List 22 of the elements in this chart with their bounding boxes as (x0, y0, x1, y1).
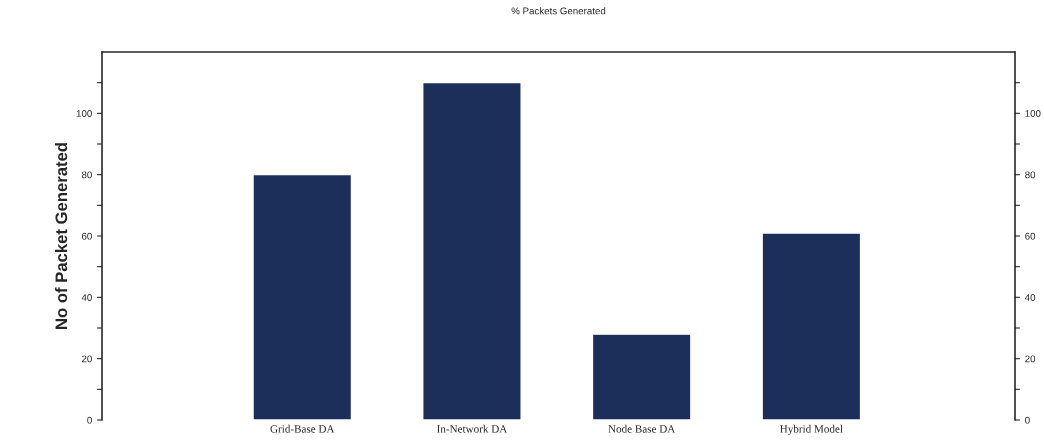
bar (252, 173, 353, 420)
x-tick-label: Hybrid Model (780, 424, 843, 435)
bar (591, 333, 692, 420)
bar (761, 232, 862, 420)
y2-tick-label: 100 (1025, 110, 1041, 117)
x-tick-label: Grid-Base DA (270, 424, 335, 433)
y2-tick-label: 60 (1025, 232, 1036, 240)
x-tick-label: In-Network DA (437, 424, 508, 433)
chart-title: % Packets Generated (511, 7, 606, 15)
y-tick-label: 20 (81, 355, 92, 363)
x-tick-label: Node Base DA (608, 424, 676, 433)
y-tick-label: 0 (87, 416, 92, 424)
y2-tick-label: 80 (1025, 171, 1036, 179)
y-tick-label: 80 (81, 171, 92, 179)
y-tick-label: 60 (81, 232, 92, 240)
y2-tick-label: 40 (1024, 294, 1036, 301)
y2-tick-label: 0 (1025, 416, 1030, 424)
y-tick-label: 40 (81, 294, 92, 301)
y2-tick-label: 20 (1025, 355, 1036, 363)
bar (422, 81, 522, 420)
y-axis-title: No of Packet Generated (54, 143, 68, 329)
y-tick-label: 100 (76, 110, 92, 117)
